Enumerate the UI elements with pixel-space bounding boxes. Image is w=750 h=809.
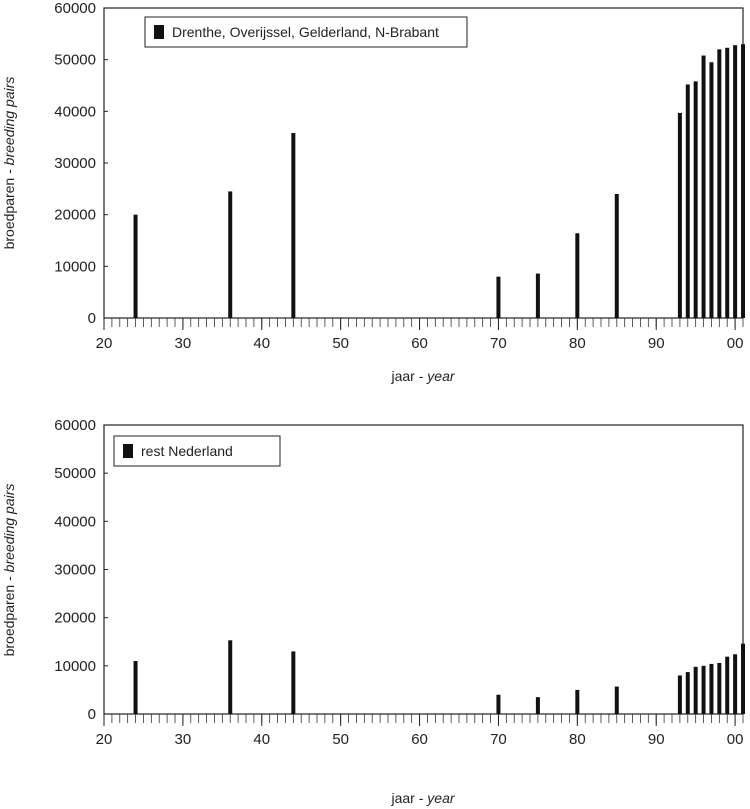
y-tick-label: 60000 — [54, 0, 96, 17]
x-tick-label: 60 — [411, 335, 428, 352]
legend: rest Nederland — [113, 435, 281, 467]
legend-label: Drenthe, Overijssel, Gelderland, N-Braba… — [172, 24, 439, 40]
legend-swatch — [123, 444, 133, 458]
bar — [496, 694, 501, 714]
x-tick-label: 60 — [411, 731, 428, 748]
bar — [717, 49, 722, 318]
y-tick-label: 20000 — [54, 610, 96, 627]
plot-frame — [103, 424, 744, 715]
x-axis: 20 30 40 50 60 70 80 90 00 — [96, 714, 744, 748]
y-axis-title: broedparen - breeding pairs — [1, 484, 17, 657]
bar — [685, 672, 690, 714]
bar — [709, 663, 714, 714]
y-tick-label: 20000 — [54, 207, 96, 224]
x-tick-label: 20 — [96, 731, 113, 748]
bar — [614, 686, 619, 714]
bar — [685, 84, 690, 318]
bar — [535, 697, 540, 714]
bar — [575, 689, 580, 714]
y-tick-label: 40000 — [54, 103, 96, 120]
bar — [717, 662, 722, 714]
y-axis-title: broedparen - breeding pairs — [1, 77, 17, 250]
x-tick-label: 40 — [253, 731, 270, 748]
legend: Drenthe, Overijssel, Gelderland, N-Braba… — [144, 16, 468, 48]
bar — [677, 112, 682, 318]
x-tick-label: 80 — [569, 335, 586, 352]
x-tick-label: 00 — [727, 335, 744, 352]
plot-frame — [103, 7, 744, 319]
bar-series — [133, 44, 745, 319]
x-axis-title: jaar - year — [390, 790, 455, 806]
x-tick-label: 40 — [253, 335, 270, 352]
x-tick-label: 50 — [332, 335, 349, 352]
x-tick-label: 30 — [175, 335, 192, 352]
bar — [228, 191, 233, 318]
bar — [535, 273, 540, 318]
chart-rest-nederland: 0 10000 20000 30000 40000 50000 60000 20 30 40 50… — [1, 417, 745, 806]
bar — [291, 133, 296, 318]
y-tick-label: 30000 — [54, 155, 96, 172]
y-tick-label: 10000 — [54, 658, 96, 675]
y-tick-label: 10000 — [54, 258, 96, 275]
x-tick-label: 70 — [490, 731, 507, 748]
y-axis: 0 10000 20000 30000 40000 50000 60000 — [54, 417, 108, 723]
bar — [677, 675, 682, 714]
bar — [701, 665, 706, 714]
bar — [291, 651, 296, 714]
bar — [701, 55, 706, 319]
x-tick-label: 20 — [96, 335, 113, 352]
bar — [133, 214, 138, 318]
y-tick-label: 50000 — [54, 465, 96, 482]
y-tick-label: 40000 — [54, 513, 96, 530]
x-axis: 20 30 40 50 60 70 80 90 00 — [96, 318, 744, 352]
y-tick-label: 50000 — [54, 52, 96, 69]
x-tick-label: 90 — [648, 335, 665, 352]
x-tick-label: 00 — [727, 731, 744, 748]
y-tick-label: 0 — [88, 310, 96, 327]
bar — [228, 640, 233, 714]
y-tick-label: 60000 — [54, 417, 96, 434]
x-tick-label: 80 — [569, 731, 586, 748]
bar — [133, 661, 138, 714]
x-tick-label: 30 — [175, 731, 192, 748]
x-tick-label: 90 — [648, 731, 665, 748]
bar — [733, 45, 738, 318]
legend-box — [144, 16, 468, 48]
bar-series — [133, 640, 745, 714]
x-tick-label: 70 — [490, 335, 507, 352]
bar — [693, 81, 698, 318]
legend-swatch — [154, 25, 164, 39]
bar — [733, 654, 738, 714]
y-tick-label: 30000 — [54, 562, 96, 579]
bar — [741, 643, 745, 714]
bar — [725, 656, 730, 714]
legend-label: rest Nederland — [141, 443, 233, 459]
bar — [693, 666, 698, 714]
bar — [725, 47, 730, 319]
bar — [496, 276, 501, 318]
bar — [614, 194, 619, 318]
legend-box — [113, 435, 281, 467]
bar — [709, 62, 714, 318]
x-axis-title: jaar - year — [390, 368, 455, 384]
y-axis: 0 10000 20000 30000 40000 50000 60000 — [54, 0, 108, 327]
bar — [575, 233, 580, 318]
x-tick-label: 50 — [332, 731, 349, 748]
y-tick-label: 0 — [88, 706, 96, 723]
bar — [741, 44, 745, 319]
chart-drenthe-overijssel-gelderland-nbrabant: 0 10000 20000 30000 40000 50000 60000 20 30 40 50… — [1, 0, 745, 384]
